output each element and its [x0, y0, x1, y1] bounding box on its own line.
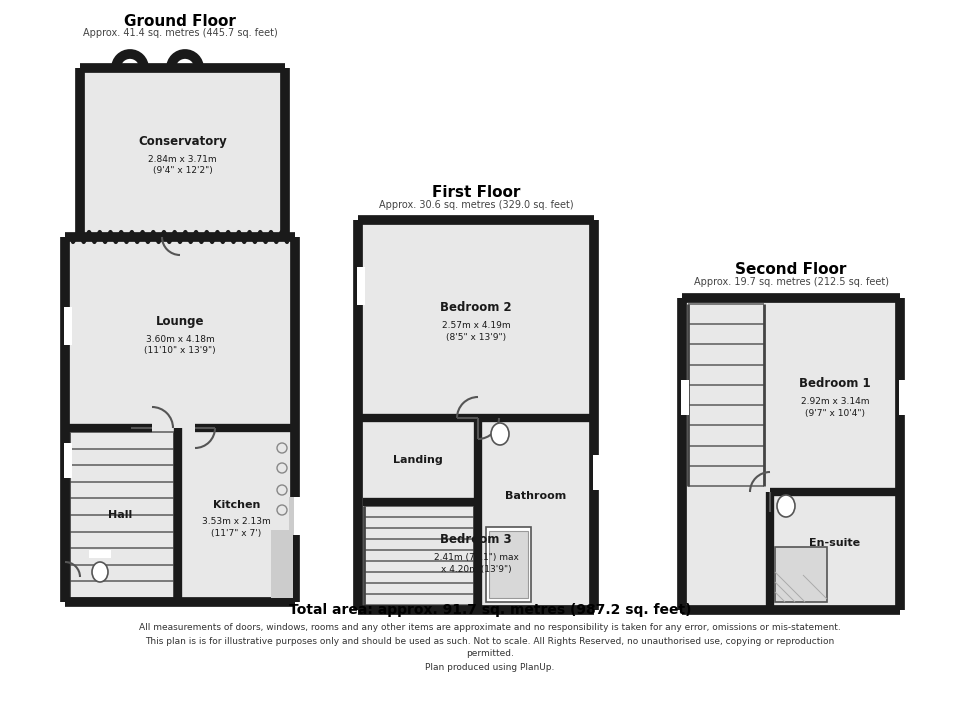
Bar — [357, 267, 365, 305]
Bar — [682, 298, 900, 610]
Text: 3.60m x 4.18m
(11'10" x 13'9"): 3.60m x 4.18m (11'10" x 13'9") — [144, 335, 216, 355]
Bar — [294, 497, 302, 535]
Text: Kitchen: Kitchen — [213, 500, 260, 510]
Bar — [289, 497, 301, 535]
Text: 3.53m x 2.13m
(11'7" x 7'): 3.53m x 2.13m (11'7" x 7') — [202, 517, 270, 538]
Bar — [64, 307, 72, 345]
Bar — [899, 380, 907, 415]
Text: Hall: Hall — [108, 510, 132, 520]
Text: Bathroom: Bathroom — [506, 491, 566, 501]
Text: Approx. 30.6 sq. metres (329.0 sq. feet): Approx. 30.6 sq. metres (329.0 sq. feet) — [378, 200, 573, 210]
Text: Lounge: Lounge — [156, 315, 204, 328]
Text: Approx. 41.4 sq. metres (445.7 sq. feet): Approx. 41.4 sq. metres (445.7 sq. feet) — [82, 28, 277, 38]
Bar — [64, 443, 72, 478]
Bar — [358, 220, 594, 610]
Bar — [775, 547, 827, 602]
Text: 2.57m x 4.19m
(8'5" x 13'9"): 2.57m x 4.19m (8'5" x 13'9") — [442, 321, 511, 342]
Bar — [486, 527, 531, 602]
Ellipse shape — [777, 495, 795, 517]
Text: 2.84m x 3.71m
(9'4" x 12'2"): 2.84m x 3.71m (9'4" x 12'2") — [148, 155, 217, 175]
Bar — [271, 530, 293, 598]
Text: Second Floor: Second Floor — [735, 262, 847, 277]
Text: En-suite: En-suite — [809, 538, 860, 548]
Text: Conservatory: Conservatory — [138, 135, 227, 147]
Text: alan
hawkins: alan hawkins — [123, 350, 207, 390]
Text: Plan produced using PlanUp.: Plan produced using PlanUp. — [425, 662, 555, 671]
Text: First Floor: First Floor — [432, 185, 520, 200]
Text: Bedroom 2: Bedroom 2 — [440, 301, 512, 314]
Text: alan
hawkins: alan hawkins — [759, 435, 842, 475]
Text: Ground Floor: Ground Floor — [124, 14, 236, 29]
Text: Bedroom 3: Bedroom 3 — [440, 533, 512, 546]
Text: alan
hawkins: alan hawkins — [434, 415, 517, 455]
Text: permitted.: permitted. — [466, 649, 514, 659]
Text: Total area: approx. 91.7 sq. metres (987.2 sq. feet): Total area: approx. 91.7 sq. metres (987… — [289, 603, 691, 617]
Text: Bedroom 1: Bedroom 1 — [799, 377, 871, 390]
Text: Landing: Landing — [393, 455, 443, 465]
Bar — [89, 550, 111, 558]
Bar — [681, 380, 689, 415]
Bar — [489, 531, 528, 598]
Bar — [593, 455, 601, 490]
Text: Approx. 19.7 sq. metres (212.5 sq. feet): Approx. 19.7 sq. metres (212.5 sq. feet) — [694, 277, 889, 287]
Bar — [80, 68, 285, 237]
Ellipse shape — [92, 562, 108, 582]
Text: 2.92m x 3.14m
(9'7" x 10'4"): 2.92m x 3.14m (9'7" x 10'4") — [801, 397, 869, 418]
Text: 2.41m (7'11") max
x 4.20m (13'9"): 2.41m (7'11") max x 4.20m (13'9") — [433, 553, 518, 574]
Bar — [65, 237, 295, 602]
Text: This plan is is for illustrative purposes only and should be used as such. Not t: This plan is is for illustrative purpose… — [145, 637, 835, 646]
Text: All measurements of doors, windows, rooms and any other items are approximate an: All measurements of doors, windows, room… — [139, 624, 841, 632]
Ellipse shape — [491, 423, 509, 445]
